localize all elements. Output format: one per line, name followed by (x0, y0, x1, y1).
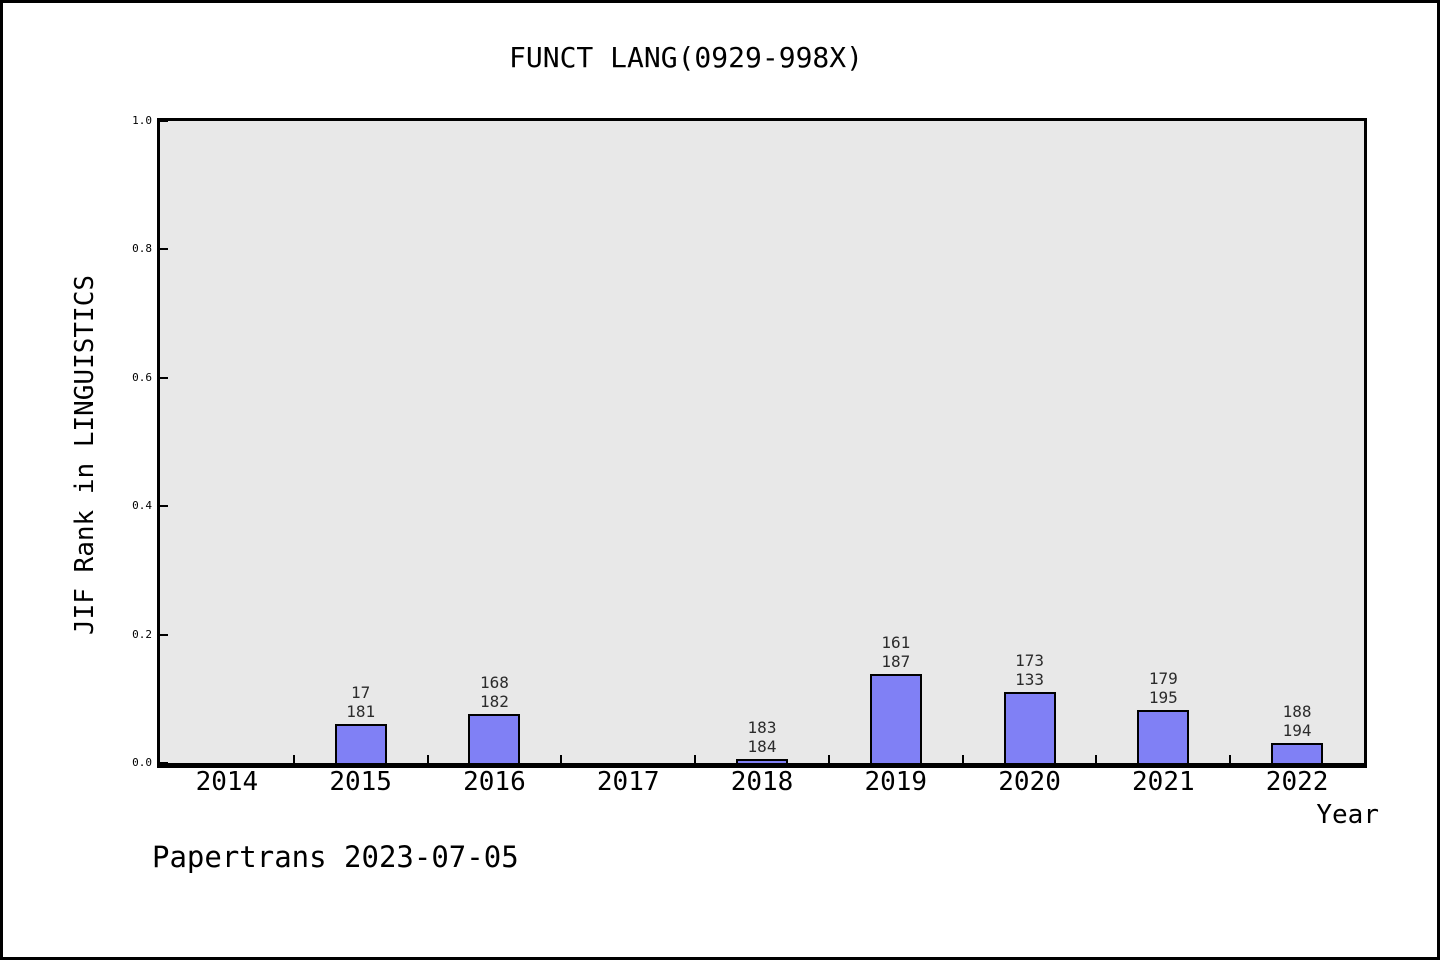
x-tick-mark (292, 755, 295, 763)
bar-label: 17 181 (316, 683, 406, 721)
x-tick-mark (694, 755, 697, 763)
bar-label: 179 195 (1118, 669, 1208, 707)
x-tick-mark (1095, 755, 1098, 763)
y-tick-label: 0.0 (132, 756, 152, 769)
bar-label-line: 173 (1015, 651, 1044, 670)
x-tick-label: 2018 (730, 767, 794, 797)
bar (1137, 710, 1190, 763)
x-tick-label: 2022 (1265, 767, 1329, 797)
plot-area: 17 181 168 182 183 184 161 187 173 133 179 195 188 19… (157, 118, 1367, 768)
bar-label-line: 183 (747, 718, 777, 737)
bar-label-line: 182 (479, 692, 509, 711)
bar (1271, 743, 1324, 763)
bar (869, 674, 922, 763)
bar (1003, 692, 1056, 763)
x-tick-mark (426, 755, 429, 763)
bar-label-line: 133 (1015, 670, 1044, 689)
x-tick-label: 2020 (998, 767, 1061, 797)
x-tick-mark (827, 755, 830, 763)
bar-label-line: 184 (747, 737, 777, 756)
y-tick-label: 0.8 (132, 242, 152, 256)
y-tick-mark (160, 505, 168, 508)
x-tick-label: 2017 (596, 767, 660, 797)
y-tick-label: 0.2 (132, 627, 152, 641)
bar (736, 759, 788, 763)
bar-label-line: 17 (351, 683, 371, 702)
bar (468, 714, 521, 763)
bar-label-line: 195 (1148, 688, 1178, 707)
bar-label: 188 194 (1252, 702, 1342, 740)
x-tick-label: 2021 (1132, 767, 1195, 797)
y-tick-mark (160, 376, 168, 379)
bar-label: 161 187 (851, 633, 941, 671)
bar-label-line: 181 (346, 702, 376, 721)
bar-label: 183 184 (717, 718, 807, 756)
y-tick-label: 0.4 (132, 499, 152, 513)
y-tick-label: 0.6 (132, 370, 152, 384)
chart-title: FUNCT LANG(0929-998X) (508, 41, 864, 74)
y-tick-mark (160, 633, 168, 636)
y-tick-mark (160, 248, 168, 251)
bar-label-line: 168 (479, 673, 509, 692)
x-tick-label: 2019 (864, 767, 928, 797)
bar-label-line: 187 (881, 652, 911, 671)
bar-label: 173 133 (985, 651, 1075, 689)
bar-label-line: 188 (1282, 702, 1312, 721)
y-tick-mark (160, 762, 168, 764)
x-tick-mark (1229, 755, 1232, 763)
watermark-text: Papertrans 2023-07-05 (152, 840, 519, 874)
y-tick-label: 1.0 (132, 114, 152, 127)
bar-label-line: 179 (1148, 669, 1178, 688)
x-tick-label: 2015 (329, 767, 392, 797)
x-tick-label: 2016 (463, 767, 526, 797)
x-tick-label: 2014 (195, 767, 259, 797)
x-axis-label: Year (1316, 800, 1379, 830)
bar-label-line: 194 (1282, 721, 1312, 740)
bar-label-line: 161 (881, 633, 911, 652)
y-axis-label: JIF Rank in LINGUISTICS (70, 274, 100, 636)
y-tick-mark (160, 120, 168, 122)
bar (334, 724, 387, 763)
bar-label: 168 182 (449, 673, 539, 711)
x-tick-mark (560, 755, 563, 763)
x-tick-mark (961, 755, 964, 763)
